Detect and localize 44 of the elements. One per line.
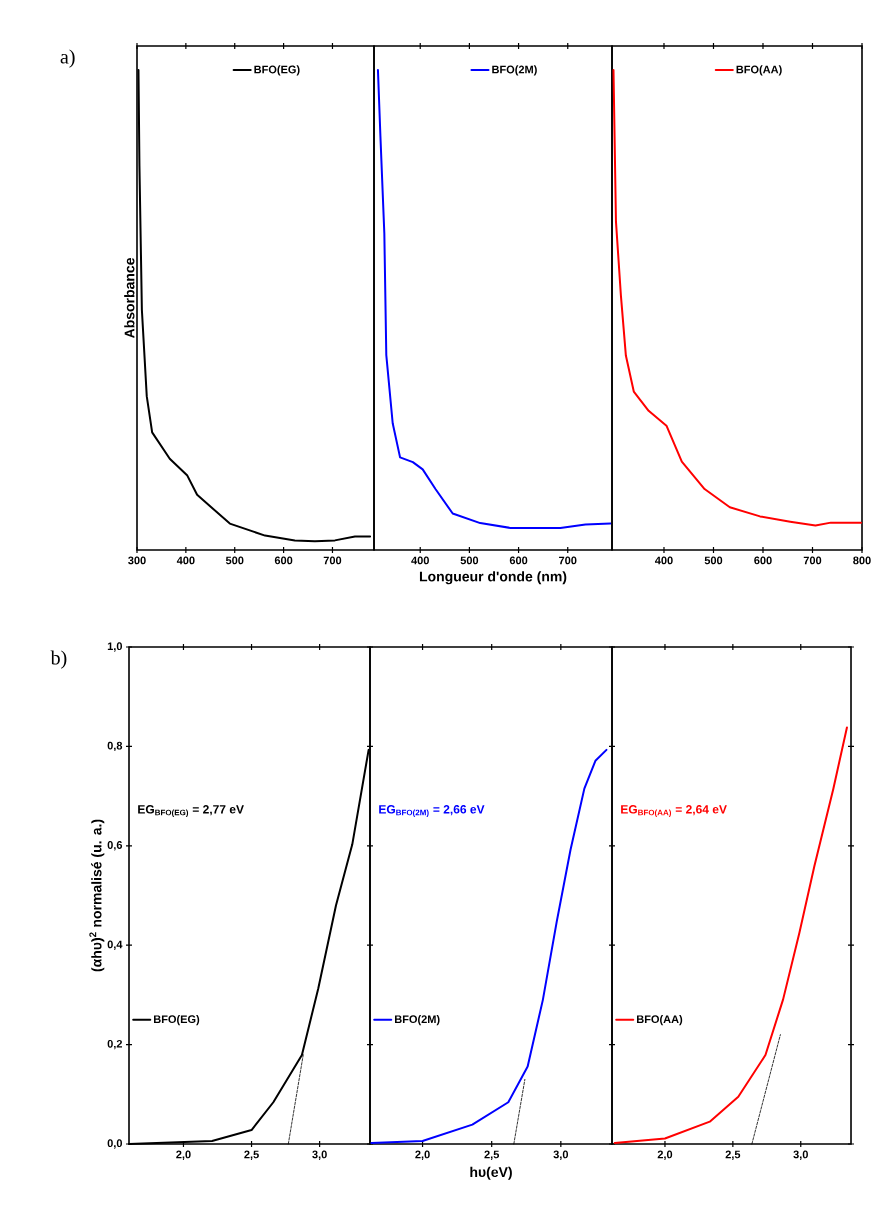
annotation: EG$_{BFO(AA)}$ = 2,64 eV — [621, 805, 727, 817]
y-axis-title: Absorbance — [124, 258, 135, 339]
x-tick-label: 600 — [509, 556, 528, 565]
y-tick-label: 0,4 — [107, 940, 123, 950]
y-tick-label: 0,0 — [107, 1139, 123, 1149]
x-tick-label: 2,0 — [657, 1150, 673, 1160]
x-axis-title: Longueur d'onde (nm) — [419, 571, 567, 585]
text: b) — [50, 650, 67, 669]
y-axis-title: (αhυ)$^{2}$ normalisé (u. a.) — [89, 819, 105, 972]
x-tick-label: 3,0 — [793, 1150, 808, 1160]
x-tick-label: 3,0 — [553, 1150, 569, 1160]
x-tick-label: 400 — [176, 556, 195, 565]
text: a) — [60, 49, 75, 68]
x-tick-label: 500 — [460, 556, 479, 565]
legend-label: BFO(2M) — [492, 65, 537, 76]
legend-label: BFO(2M) — [395, 1015, 440, 1026]
x-tick-label: 2,5 — [244, 1150, 259, 1160]
x-tick-label: 2,5 — [484, 1150, 500, 1160]
y-tick-label: 1,0 — [107, 642, 123, 652]
x-axis-title: hυ(eV) — [470, 1166, 512, 1180]
x-tick-label: 2,5 — [725, 1150, 741, 1160]
legend-label: BFO(EG) — [154, 1015, 200, 1026]
x-tick-label: 600 — [274, 556, 293, 565]
x-tick-label: 300 — [128, 556, 146, 565]
legend-label: BFO(EG) — [254, 65, 300, 76]
x-tick-label: 400 — [654, 556, 673, 565]
y-tick-label: 0,6 — [107, 841, 123, 851]
x-tick-label: 700 — [803, 556, 822, 565]
annotation: EG$_{BFO(2M)}$ = 2,66 eV — [379, 805, 485, 817]
x-tick-label: 700 — [323, 556, 342, 565]
x-tick-label: 600 — [754, 556, 772, 565]
annotation: EG$_{BFO(EG)}$ = 2,77 eV — [138, 805, 244, 817]
x-tick-label: 2,0 — [176, 1150, 191, 1160]
x-tick-label: 500 — [704, 556, 723, 565]
legend-label: BFO(AA) — [736, 65, 782, 76]
y-tick-label: 0,8 — [107, 741, 123, 752]
x-tick-label: 500 — [225, 556, 244, 565]
x-tick-label: 2,0 — [415, 1150, 430, 1160]
x-tick-label: 400 — [411, 556, 429, 565]
x-tick-label: 3,0 — [312, 1150, 327, 1160]
x-tick-label: 700 — [559, 556, 577, 565]
x-tick-label: 800 — [853, 556, 871, 565]
y-tick-label: 0,2 — [107, 1039, 123, 1050]
legend-label: BFO(AA) — [637, 1015, 683, 1026]
